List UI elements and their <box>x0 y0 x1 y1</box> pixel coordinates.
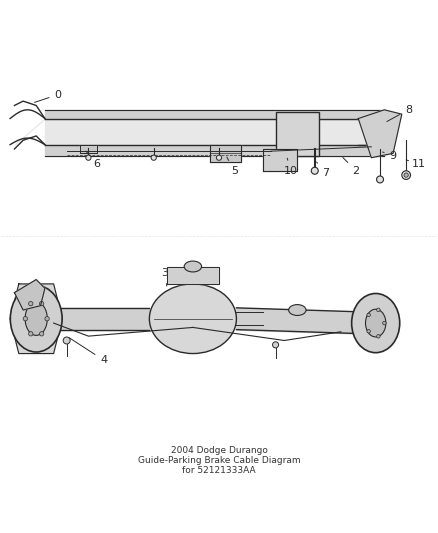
Circle shape <box>28 332 33 336</box>
Text: 2: 2 <box>343 157 360 176</box>
Circle shape <box>63 337 70 344</box>
Text: 4: 4 <box>69 337 107 365</box>
Circle shape <box>367 329 371 333</box>
Polygon shape <box>14 279 45 310</box>
Text: 11: 11 <box>406 159 425 169</box>
Polygon shape <box>10 284 62 353</box>
Circle shape <box>28 302 33 306</box>
Circle shape <box>39 332 44 336</box>
Text: 2004 Dodge Durango
Guide-Parking Brake Cable Diagram
for 52121333AA: 2004 Dodge Durango Guide-Parking Brake C… <box>138 446 300 475</box>
Text: 1: 1 <box>191 266 198 284</box>
Text: 5: 5 <box>227 157 238 176</box>
Ellipse shape <box>149 284 237 353</box>
Circle shape <box>311 167 318 174</box>
Ellipse shape <box>184 261 201 272</box>
Circle shape <box>272 342 279 348</box>
Ellipse shape <box>289 304 306 316</box>
Circle shape <box>383 321 386 325</box>
Circle shape <box>404 173 408 177</box>
Circle shape <box>367 313 371 317</box>
Circle shape <box>23 317 28 321</box>
Text: 7: 7 <box>317 162 329 178</box>
Circle shape <box>216 155 222 160</box>
Circle shape <box>151 155 156 160</box>
Circle shape <box>39 302 44 306</box>
Text: 0: 0 <box>35 90 61 102</box>
Circle shape <box>377 308 380 312</box>
Circle shape <box>45 317 49 321</box>
Text: 3: 3 <box>161 268 168 286</box>
Ellipse shape <box>25 302 47 335</box>
Circle shape <box>377 335 380 338</box>
Circle shape <box>86 155 91 160</box>
Text: 9: 9 <box>383 150 397 160</box>
Circle shape <box>402 171 410 180</box>
Polygon shape <box>358 110 402 158</box>
Ellipse shape <box>11 286 62 352</box>
Text: 8: 8 <box>387 105 412 122</box>
Text: 6: 6 <box>86 151 101 169</box>
Text: 10: 10 <box>284 158 298 176</box>
Bar <box>276 112 319 156</box>
Circle shape <box>377 176 384 183</box>
Ellipse shape <box>352 294 400 353</box>
Ellipse shape <box>365 309 386 337</box>
